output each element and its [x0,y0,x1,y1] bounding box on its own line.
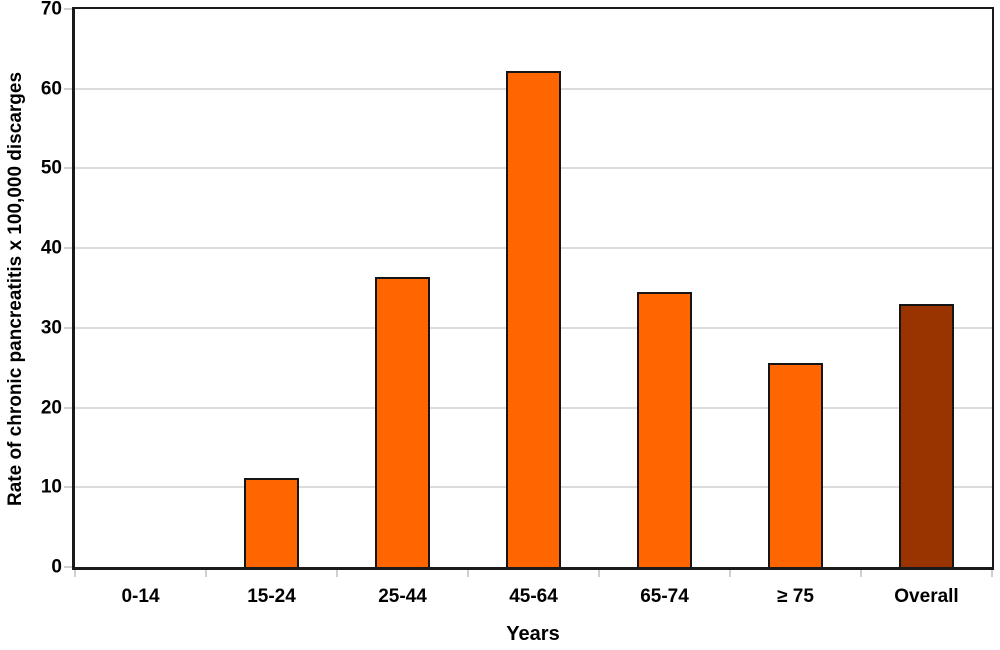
x-tick-mark-3 [467,570,469,577]
x-category-label-2: 25-44 [378,586,427,607]
y-tick-label-20: 20 [40,397,62,419]
y-tick-mark-70 [64,8,72,10]
x-tick-mark-0 [74,570,76,577]
x-category-label-0: 0-14 [121,586,160,607]
y-tick-label-30: 30 [40,317,62,339]
y-axis-title: Rate of chronic pancreatitis x 100,000 d… [5,71,26,507]
x-category-label-6: Overall [894,586,959,607]
y-tick-mark-0 [64,566,72,568]
x-tick-mark-5 [729,570,731,577]
x-tick-mark-4 [598,570,600,577]
y-tick-label-70: 70 [40,0,62,20]
x-tick-mark-6 [860,570,862,577]
y-tick-mark-10 [64,486,72,489]
y-tick-mark-30 [64,326,72,329]
y-tick-label-50: 50 [40,157,62,179]
bar-Overall [899,304,954,567]
bar-25-44 [375,277,430,567]
x-tick-mark-2 [336,570,338,577]
y-tick-mark-60 [64,87,72,90]
y-tick-mark-20 [64,406,72,409]
x-axis-title: Years [506,623,560,645]
y-tick-label-0: 0 [51,556,62,578]
bar-≥75 [768,363,823,567]
bar-15-24 [244,478,299,567]
x-category-label-1: 15-24 [247,586,296,607]
bar-65-74 [637,292,692,567]
bar-45-64 [506,71,561,567]
y-tick-label-10: 10 [40,476,62,498]
x-category-label-5: ≥ 75 [777,586,814,607]
plot-area [72,7,994,570]
y-tick-mark-50 [64,167,72,170]
x-tick-mark-7 [991,570,993,577]
y-tick-label-60: 60 [40,78,62,100]
y-tick-label-40: 40 [40,237,62,259]
x-category-label-4: 65-74 [640,586,689,607]
y-tick-mark-40 [64,247,72,250]
x-category-label-3: 45-64 [509,586,558,607]
x-tick-mark-1 [205,570,207,577]
